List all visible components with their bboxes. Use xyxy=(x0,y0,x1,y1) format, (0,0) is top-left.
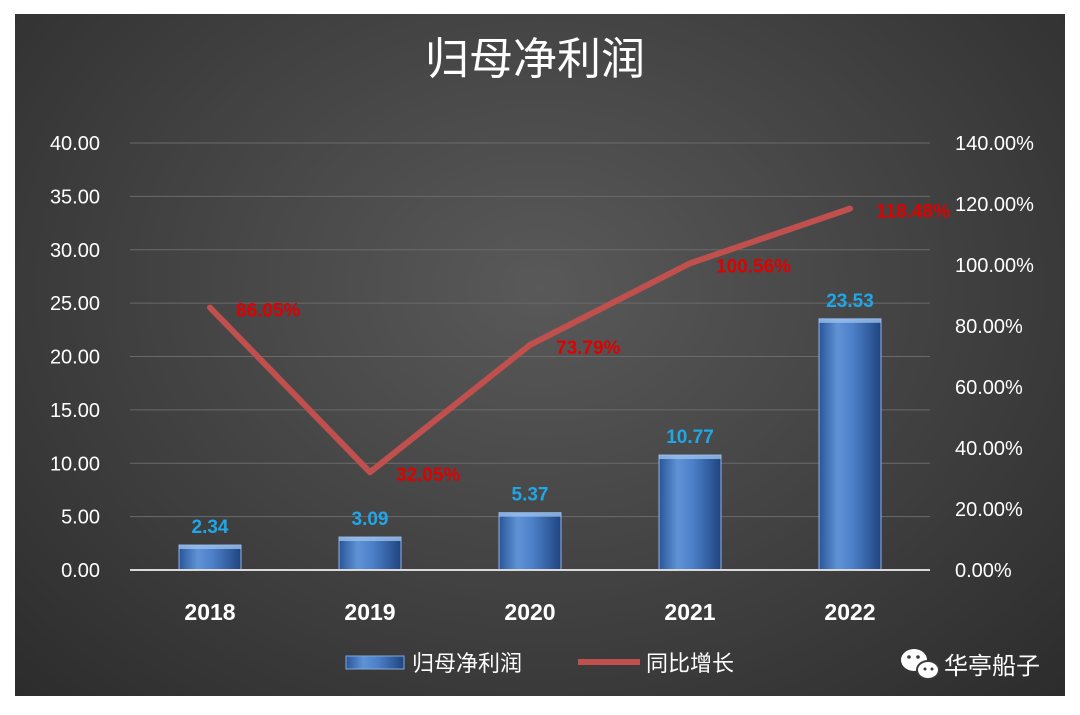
growth-point xyxy=(689,262,691,265)
x-tick-label: 2021 xyxy=(664,599,715,625)
y-right-tick-label: 40.00% xyxy=(955,438,1023,460)
bar-data-label: 3.09 xyxy=(352,509,389,530)
growth-point xyxy=(369,471,371,474)
bar xyxy=(818,318,882,571)
bar xyxy=(338,536,402,571)
line-data-label: 100.56% xyxy=(716,256,791,277)
bar-top-highlight xyxy=(179,545,241,550)
bar-data-label: 2.34 xyxy=(192,517,229,538)
x-tick-label: 2019 xyxy=(344,599,395,625)
y-right-tick-label: 100.00% xyxy=(955,255,1034,277)
legend-label-line: 同比增长 xyxy=(646,652,734,677)
bar-top-highlight xyxy=(339,537,401,542)
x-tick-label: 2020 xyxy=(504,599,555,625)
y-left-tick-label: 20.00 xyxy=(50,347,100,369)
y-left-tick-label: 0.00 xyxy=(61,560,100,582)
gridlines xyxy=(130,142,930,518)
y-left-tick-label: 5.00 xyxy=(61,507,100,529)
bar-top-highlight xyxy=(819,318,881,323)
watermark: 华亭船子 xyxy=(901,649,1040,680)
y-left-tick-label: 35.00 xyxy=(50,186,100,208)
bar-series xyxy=(178,318,882,571)
growth-point xyxy=(529,343,531,346)
growth-point xyxy=(849,207,851,210)
bar-data-label: 10.77 xyxy=(666,427,714,448)
growth-point xyxy=(209,306,211,309)
bar-data-label: 5.37 xyxy=(512,485,549,506)
legend-swatch-bar xyxy=(345,655,405,670)
bar-top-highlight xyxy=(499,512,561,517)
legend-label-bar: 归母净利润 xyxy=(412,652,522,677)
bar xyxy=(498,512,562,571)
y-right-tick-label: 140.00% xyxy=(955,133,1034,155)
y-right-tick-label: 120.00% xyxy=(955,194,1034,216)
bar xyxy=(178,544,242,571)
data-labels: 2.34 3.09 5.37 10.77 23.53 86.05% 32.05% 73.79%… xyxy=(192,202,951,538)
chart-title: 归母净利润 xyxy=(425,34,645,85)
line-data-label: 73.79% xyxy=(556,338,621,359)
wechat-icon xyxy=(901,649,940,680)
y-left-tick-label: 40.00 xyxy=(50,133,100,155)
growth-line xyxy=(207,205,853,476)
bar-top-highlight xyxy=(659,455,721,460)
y-left-tick-label: 30.00 xyxy=(50,240,100,262)
y-right-tick-label: 80.00% xyxy=(955,316,1023,338)
y-left-tick-label: 25.00 xyxy=(50,293,100,315)
x-tick-label: 2018 xyxy=(184,599,235,625)
x-tick-label: 2022 xyxy=(824,599,875,625)
y-left-tick-label: 15.00 xyxy=(50,400,100,422)
y-left-tick-label: 10.00 xyxy=(50,453,100,475)
bar-data-label: 23.53 xyxy=(826,291,874,312)
axes: 0.00 5.00 10.00 15.00 20.00 25.00 30.00 35.00 40… xyxy=(50,133,1034,625)
watermark-text: 华亭船子 xyxy=(944,652,1040,680)
line-data-label: 32.05% xyxy=(396,465,461,486)
line-data-label: 118.48% xyxy=(876,202,950,223)
legend: 归母净利润 同比增长 xyxy=(345,652,734,677)
y-right-tick-label: 0.00% xyxy=(955,560,1012,582)
line-data-label: 86.05% xyxy=(236,301,301,322)
y-right-tick-label: 20.00% xyxy=(955,499,1023,521)
bar xyxy=(658,454,722,571)
chart-frame xyxy=(15,14,1065,696)
line-series xyxy=(207,205,853,476)
y-right-tick-label: 60.00% xyxy=(955,377,1023,399)
